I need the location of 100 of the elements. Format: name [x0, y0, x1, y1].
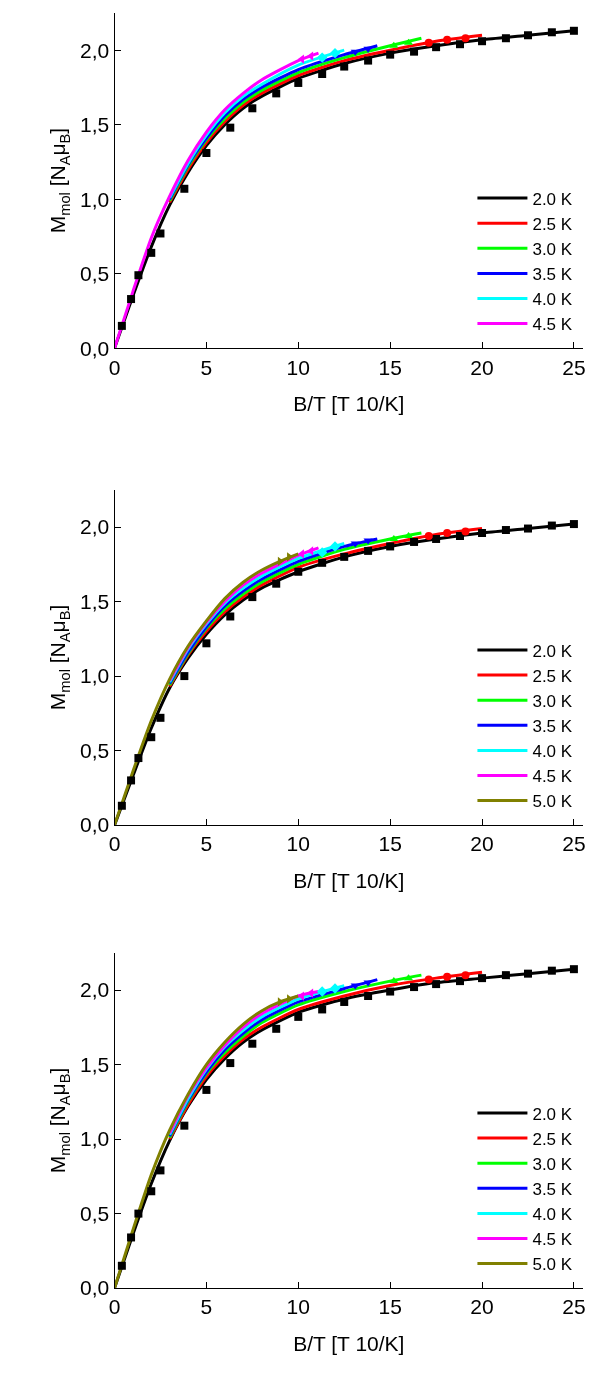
point [386, 987, 395, 996]
point [424, 531, 433, 540]
x-tick-label: 15 [378, 1295, 402, 1319]
point [461, 34, 470, 43]
point [455, 531, 464, 540]
point [318, 558, 327, 567]
point [443, 972, 452, 981]
legend-label: 4.0 K [532, 742, 573, 762]
point [424, 975, 433, 984]
point [226, 612, 235, 621]
point [501, 526, 510, 535]
point [180, 184, 189, 193]
point [294, 78, 303, 87]
point [389, 977, 399, 984]
legend-label: 4.0 K [532, 290, 573, 310]
point [272, 579, 281, 588]
point [461, 527, 470, 536]
point [147, 733, 156, 742]
legend-label: 3.5 K [532, 716, 573, 736]
point [410, 537, 419, 546]
point [424, 38, 433, 47]
x-axis-title: B/T [T 10/K] [293, 868, 405, 892]
x-tick-label: 5 [200, 355, 213, 379]
point [569, 965, 578, 974]
point [316, 52, 328, 63]
point [432, 534, 441, 543]
point [287, 994, 294, 1004]
y-tick-label: 2,0 [80, 515, 110, 539]
point [364, 992, 373, 1001]
legend-label: 4.5 K [532, 315, 573, 335]
x-tick-label: 20 [470, 1295, 494, 1319]
point [134, 754, 143, 763]
point [410, 47, 419, 56]
point [202, 1085, 211, 1094]
point [272, 89, 281, 98]
point [307, 988, 314, 998]
point [329, 983, 341, 994]
legend-label: 3.5 K [532, 265, 573, 285]
x-tick-label: 0 [108, 1295, 121, 1319]
point [127, 1233, 136, 1242]
point [277, 556, 284, 566]
point [501, 971, 510, 980]
point [318, 1005, 327, 1014]
point [455, 40, 464, 49]
x-axis-title: B/T [T 10/K] [293, 391, 405, 415]
y-tick-label: 1,0 [80, 1127, 110, 1151]
legend-label: 2.5 K [532, 666, 573, 686]
point [202, 149, 211, 157]
legend-label: 2.0 K [532, 641, 573, 661]
point [340, 552, 349, 561]
legend-label: 3.0 K [532, 239, 573, 259]
point [297, 54, 304, 64]
point [117, 321, 126, 330]
x-tick-label: 0 [108, 355, 121, 379]
point [329, 541, 341, 552]
point [156, 229, 165, 238]
point [461, 971, 470, 980]
legend-label: 2.5 K [532, 1129, 573, 1149]
point [455, 977, 464, 986]
point [180, 1121, 189, 1130]
legend-label: 3.5 K [532, 1179, 573, 1199]
point [386, 542, 395, 551]
legend-label: 5.0 K [532, 792, 573, 812]
point [294, 567, 303, 576]
point [277, 997, 284, 1007]
point [294, 1012, 303, 1021]
legend-label: 5.0 K [532, 1255, 573, 1275]
point [147, 248, 156, 257]
point [226, 1059, 235, 1068]
y-tick-label: 0,0 [80, 336, 110, 360]
point [202, 639, 211, 648]
point [117, 801, 126, 810]
point [523, 969, 532, 978]
point [127, 295, 136, 304]
point [547, 521, 556, 530]
y-tick-label: 1,0 [80, 664, 110, 688]
legend-label: 3.0 K [532, 1154, 573, 1174]
point [248, 593, 257, 602]
y-tick-label: 2,0 [80, 978, 110, 1002]
point [443, 529, 452, 537]
x-tick-label: 10 [286, 355, 310, 379]
point [569, 520, 578, 529]
point [329, 47, 341, 59]
legend-label: 4.0 K [532, 1205, 573, 1225]
y-tick-label: 0,0 [80, 813, 110, 837]
legend-label: 2.5 K [532, 214, 573, 234]
point [523, 31, 532, 40]
point [443, 35, 452, 44]
point [478, 37, 487, 46]
y-tick-label: 0,5 [80, 262, 110, 286]
x-tick-label: 25 [562, 832, 586, 856]
x-tick-label: 5 [200, 1295, 213, 1319]
point [364, 546, 373, 555]
y-tick-label: 0,0 [80, 1276, 110, 1300]
point [297, 549, 304, 559]
point [432, 980, 441, 989]
point [340, 997, 349, 1006]
x-tick-label: 10 [286, 832, 310, 856]
point [156, 713, 165, 722]
x-tick-label: 5 [200, 832, 213, 856]
